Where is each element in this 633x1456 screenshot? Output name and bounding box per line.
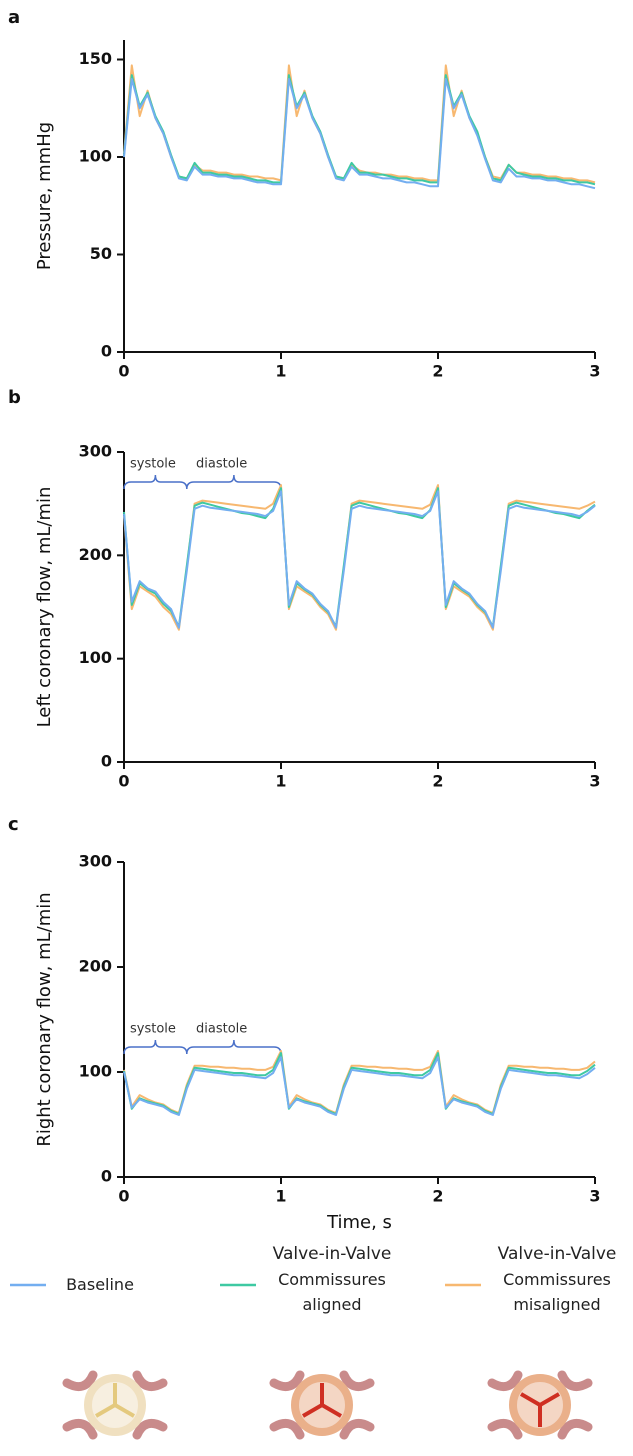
legend-entry: Baseline [50,1272,150,1297]
series-line [123,484,596,631]
y-tick-label: 50 [90,244,112,263]
valve-icons [62,1370,593,1440]
panel: b 0 100 200 300 0 1 2 3 Left coronary flow, mL/mi… [8,387,601,791]
annotation: systole [130,1022,176,1037]
y-tick-label: 0 [101,342,112,361]
x-tick-label: 1 [275,362,286,381]
series-line [123,1052,596,1115]
panel-label: a [8,7,20,28]
series-line [123,1050,596,1114]
series-line [123,490,596,629]
legend-label: Commissures misaligned [503,1270,611,1314]
y-tick-label: 300 [79,852,112,871]
x-tick-label: 3 [589,1187,600,1206]
phase-brace [186,474,282,490]
series-line [123,78,596,190]
panel: c 0 100 200 300 0 1 2 3 Right coronary flow, mL/m… [8,814,601,1233]
phase-brace [186,1039,282,1055]
x-tick-label: 1 [275,1187,286,1206]
legend-label: Commissures aligned [278,1270,386,1314]
x-tick-label: 0 [118,362,129,381]
annotation: diastole [196,1022,247,1037]
y-tick-label: 100 [79,648,112,667]
x-tick-label: 3 [589,772,600,791]
panel-label: c [8,814,19,835]
legend-entry: Valve-in-Valve Commissures aligned [262,1242,402,1317]
legend-entry: Valve-in-Valve Commissures misaligned [487,1242,627,1317]
series-line [123,487,596,628]
panel: a 0 50 100 150 0 1 2 3 Pressure, mmHg [8,7,601,381]
y-tick-label: 300 [79,442,112,461]
y-tick-label: 200 [79,545,112,564]
y-axis-title: Pressure, mmHg [34,122,55,270]
y-tick-label: 0 [101,752,112,771]
x-tick-label: 2 [432,772,443,791]
x-tick-label: 0 [118,772,129,791]
x-axis-title: Time, s [326,1212,392,1233]
y-tick-label: 200 [79,957,112,976]
phase-brace [123,474,188,490]
y-tick-label: 150 [79,49,112,68]
legend-group: Valve-in-Valve [497,1244,617,1264]
y-axis-title: Right coronary flow, mL/min [34,892,55,1146]
x-tick-label: 2 [432,1187,443,1206]
y-tick-label: 0 [101,1167,112,1186]
legend-label: Baseline [66,1275,134,1294]
legend-group: Valve-in-Valve [272,1244,392,1264]
series-line [123,74,596,186]
x-tick-label: 2 [432,362,443,381]
y-axis-title: Left coronary flow, mL/min [34,487,55,728]
x-tick-label: 0 [118,1187,129,1206]
phase-brace [123,1039,188,1055]
annotation: systole [130,457,176,472]
y-tick-label: 100 [79,147,112,166]
series-line [123,1056,596,1116]
panel-label: b [8,387,21,408]
y-tick-label: 100 [79,1062,112,1081]
x-tick-label: 3 [589,362,600,381]
annotation: diastole [196,457,247,472]
x-tick-label: 1 [275,772,286,791]
